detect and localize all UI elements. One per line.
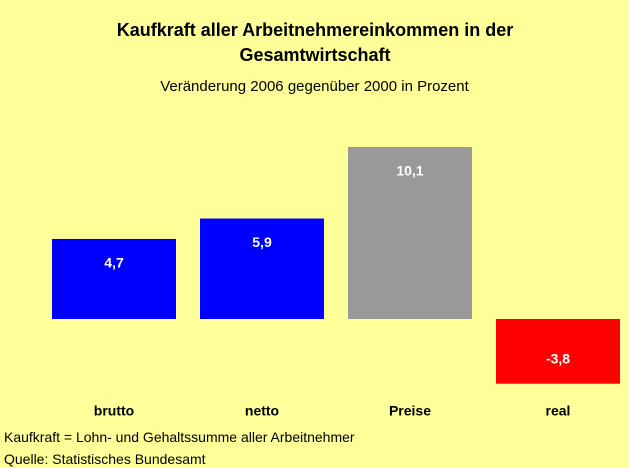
chart-title: Kaufkraft aller Arbeitnehmereinkommen in… <box>116 20 514 65</box>
value-label: 4,7 <box>104 255 124 271</box>
note: Kaufkraft = Lohn- und Gehaltssumme aller… <box>4 429 355 445</box>
note: Quelle: Statistisches Bundesamt <box>4 451 206 467</box>
x-tick-label: real <box>546 403 571 419</box>
x-tick-label: Preise <box>389 403 431 419</box>
x-tick-label: brutto <box>94 403 134 419</box>
x-tick-label: netto <box>245 403 279 419</box>
chart-subtitle: Veränderung 2006 gegenüber 2000 in Proze… <box>160 78 469 95</box>
bar <box>52 238 176 319</box>
value-label: 5,9 <box>252 234 272 250</box>
bar <box>200 218 324 319</box>
bar <box>348 146 472 319</box>
bar <box>496 319 620 384</box>
value-label: -3,8 <box>546 350 570 366</box>
value-label: 10,1 <box>396 163 423 179</box>
